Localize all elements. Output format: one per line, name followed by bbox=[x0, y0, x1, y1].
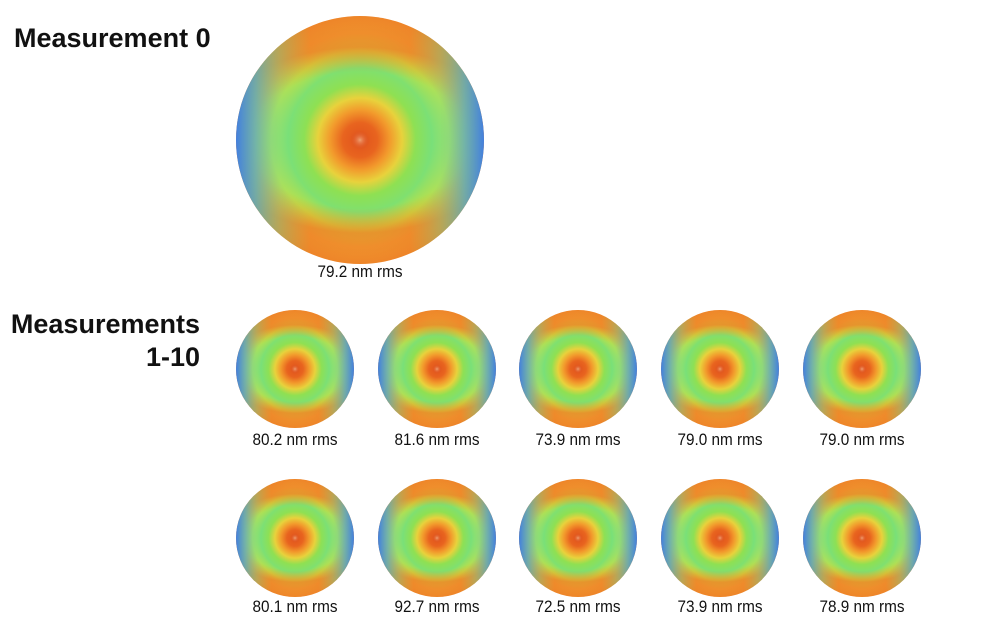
surface-map-measurement-2 bbox=[378, 310, 496, 428]
map-center-spot bbox=[290, 364, 300, 374]
map-center-spot bbox=[857, 364, 867, 374]
map-center-spot bbox=[350, 130, 370, 150]
map-center-spot bbox=[290, 533, 300, 543]
map-center-spot bbox=[857, 533, 867, 543]
measurement-0-heading: Measurement 0 bbox=[14, 23, 211, 53]
rms-label: 79.0 nm rms bbox=[677, 430, 763, 449]
surface-map-measurement-4 bbox=[661, 310, 779, 428]
measurements-heading-line2: 1-10 bbox=[145, 342, 200, 372]
rms-label: 92.7 nm rms bbox=[394, 597, 480, 616]
rms-label: 73.9 nm rms bbox=[677, 597, 763, 616]
measurements-1-10-heading: Measurements 1-10 bbox=[8, 308, 200, 374]
surface-map-measurement-9 bbox=[661, 479, 779, 597]
surface-map-measurement-8 bbox=[519, 479, 637, 597]
map-center-spot bbox=[715, 533, 725, 543]
measurements-heading-line1: Measurements bbox=[10, 309, 200, 339]
surface-map-measurement-0 bbox=[236, 16, 484, 264]
rms-label: 72.5 nm rms bbox=[535, 597, 621, 616]
rms-label: 80.2 nm rms bbox=[252, 430, 338, 449]
map-center-spot bbox=[573, 533, 583, 543]
surface-map-measurement-7 bbox=[378, 479, 496, 597]
map-center-spot bbox=[432, 364, 442, 374]
map-center-spot bbox=[573, 364, 583, 374]
map-center-spot bbox=[715, 364, 725, 374]
surface-map-measurement-10 bbox=[803, 479, 921, 597]
rms-label: 78.9 nm rms bbox=[819, 597, 905, 616]
rms-label: 73.9 nm rms bbox=[535, 430, 621, 449]
map-center-spot bbox=[432, 533, 442, 543]
surface-map-measurement-3 bbox=[519, 310, 637, 428]
rms-label: 81.6 nm rms bbox=[394, 430, 480, 449]
rms-label: 79.2 nm rms bbox=[317, 262, 403, 281]
surface-map-measurement-1 bbox=[236, 310, 354, 428]
surface-map-measurement-5 bbox=[803, 310, 921, 428]
rms-label: 79.0 nm rms bbox=[819, 430, 905, 449]
surface-map-measurement-6 bbox=[236, 479, 354, 597]
rms-label: 80.1 nm rms bbox=[252, 597, 338, 616]
